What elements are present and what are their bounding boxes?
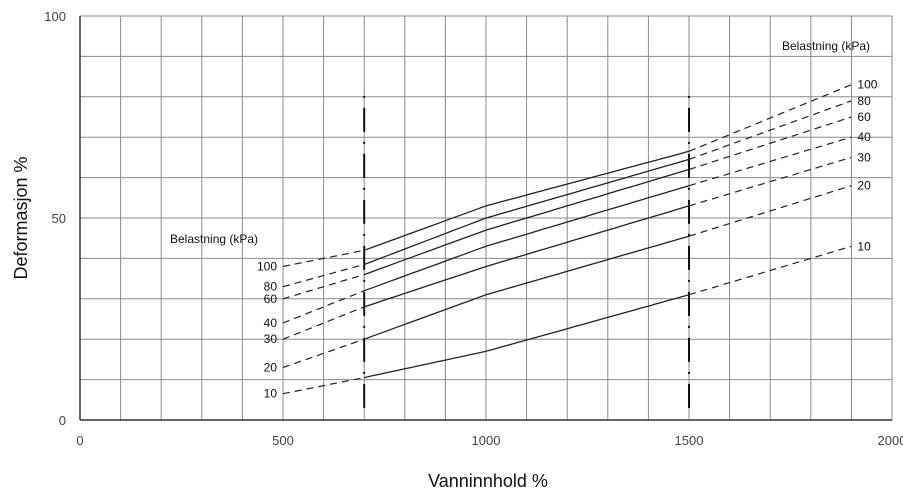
measured-range-markers: [363, 88, 690, 408]
series-line-40-solid: [363, 185, 690, 292]
series-label-left-80: 80: [264, 280, 278, 294]
x-tick-label: 0: [76, 433, 83, 448]
series-line-60-dashed-right: [688, 116, 852, 171]
series-line-30-solid: [363, 205, 690, 308]
series-label-right-20: 20: [857, 179, 871, 193]
series-label-right-60: 60: [857, 110, 871, 124]
series-line-80-solid: [363, 158, 690, 266]
series-lines: [282, 84, 852, 395]
series-label-left-60: 60: [264, 292, 278, 306]
x-tick-label: 2000: [878, 433, 903, 448]
series-line-60-dashed-left: [282, 274, 365, 300]
series-line-30-dashed-right: [688, 156, 852, 207]
series-label-right-40: 40: [857, 130, 871, 144]
x-tick-label: 1000: [472, 433, 501, 448]
series-label-right-100: 100: [857, 78, 877, 92]
x-axis-title: Vanninnhold %: [428, 471, 548, 491]
series-label-right-10: 10: [857, 239, 871, 253]
series-label-right-30: 30: [857, 150, 871, 164]
axes: 0 500 1000 1500 2000 0 50 100: [44, 9, 903, 448]
y-tick-label: 50: [52, 211, 66, 226]
series-label-left-20: 20: [264, 360, 278, 374]
series-label-left-10: 10: [264, 387, 278, 401]
series-line-30-dashed-left: [282, 306, 365, 340]
x-tick-label: 500: [272, 433, 294, 448]
y-axis-title: Deformasjon %: [11, 156, 31, 279]
series-label-left-30: 30: [264, 332, 278, 346]
series-line-20-dashed-right: [688, 185, 852, 237]
series-line-100-dashed-right: [688, 84, 852, 152]
series-label-left-40: 40: [264, 316, 278, 330]
series-label-right-80: 80: [857, 94, 871, 108]
series-line-100-dashed-left: [282, 249, 365, 268]
series-line-40-dashed-right: [688, 136, 852, 187]
series-line-100-solid: [363, 150, 690, 251]
series-line-10-dashed-right: [688, 245, 852, 296]
series-line-20-dashed-left: [282, 338, 365, 369]
right-load-annotation: Belastning (kPa): [782, 39, 870, 53]
series-line-80-dashed-right: [688, 100, 852, 160]
series-line-10-dashed-left: [282, 377, 365, 395]
y-tick-label: 100: [44, 9, 66, 24]
series-line-40-dashed-left: [282, 290, 365, 324]
series-line-10-solid: [364, 294, 690, 379]
left-load-annotation: Belastning (kPa): [170, 232, 258, 246]
series-line-20-solid: [363, 235, 690, 340]
series-line-80-dashed-left: [282, 263, 365, 288]
x-tick-label: 1500: [675, 433, 704, 448]
y-tick-label: 0: [59, 413, 66, 428]
series-line-60-solid: [363, 168, 690, 276]
series-label-left-100: 100: [257, 259, 277, 273]
